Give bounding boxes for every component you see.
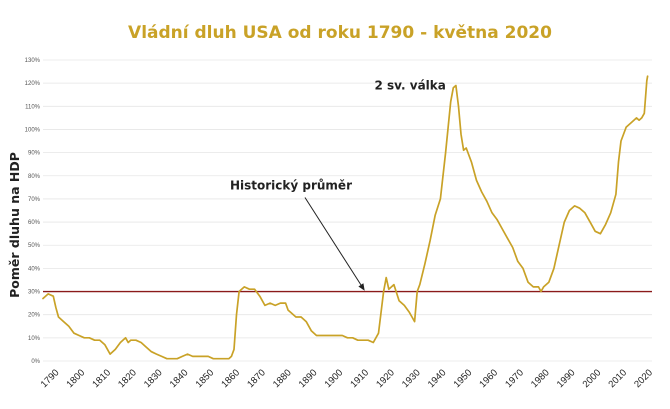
x-tick-label: 1850 [194,367,217,390]
x-tick-label: 1800 [65,367,88,390]
x-tick-label: 2000 [581,367,604,390]
y-tick-labels: 0% 10% 20% 30% 40% 50% 60% 70% 80% 90% 100% 110% 120… [25,58,41,365]
x-tick-label: 1880 [271,367,294,390]
x-tick-label: 1870 [245,367,268,390]
gridlines [43,59,652,362]
y-tick-label: 100% [25,127,41,133]
x-tick-label: 1940 [426,367,449,390]
x-tick-label: 1900 [323,367,346,390]
y-tick-label: 120% [25,81,41,87]
x-tick-label: 1960 [477,367,500,390]
x-tick-label: 1830 [142,367,165,390]
debt-ratio-line [42,75,649,360]
x-tick-label: 2010 [606,367,629,390]
y-tick-label: 20% [28,313,41,319]
x-tick-label: 1860 [219,367,242,390]
y-tick-label: 50% [28,243,41,249]
y-tick-label: 10% [28,336,41,342]
annotation-historical-average: Historický průměr [230,179,352,193]
x-tick-label: 1970 [503,367,526,390]
y-axis-label: Poměr dluhu na HDP [7,152,22,298]
x-tick-label: 1790 [39,367,62,390]
x-tick-label: 1820 [116,367,139,390]
y-tick-label: 90% [28,151,41,157]
x-tick-label: 1990 [555,367,578,390]
x-tick-labels: 1790 1800 1810 1820 1830 1840 1850 1860 1870 1880… [39,367,655,390]
y-tick-label: 110% [25,104,41,110]
x-tick-label: 1890 [297,367,320,390]
y-tick-label: 60% [28,220,41,226]
x-tick-label: 1950 [452,367,475,390]
y-tick-label: 40% [28,266,41,272]
x-tick-label: 1910 [348,367,371,390]
y-tick-label: 80% [28,174,41,180]
annotation-ww2: 2 sv. válka [375,78,446,92]
y-tick-label: 130% [25,58,41,64]
y-tick-label: 30% [28,290,41,296]
x-tick-label: 1980 [529,367,552,390]
y-tick-label: 70% [28,197,41,203]
x-tick-label: 1810 [90,367,113,390]
annotation-arrowhead [358,283,365,291]
annotation-arrow [304,197,363,287]
x-tick-label: 1920 [374,367,397,390]
chart-title: Vládní dluh USA od roku 1790 - května 20… [128,23,552,43]
x-tick-label: 1930 [400,367,423,390]
x-tick-label: 2020 [632,367,655,390]
y-tick-label: 0% [31,359,40,365]
x-tick-label: 1840 [168,367,191,390]
